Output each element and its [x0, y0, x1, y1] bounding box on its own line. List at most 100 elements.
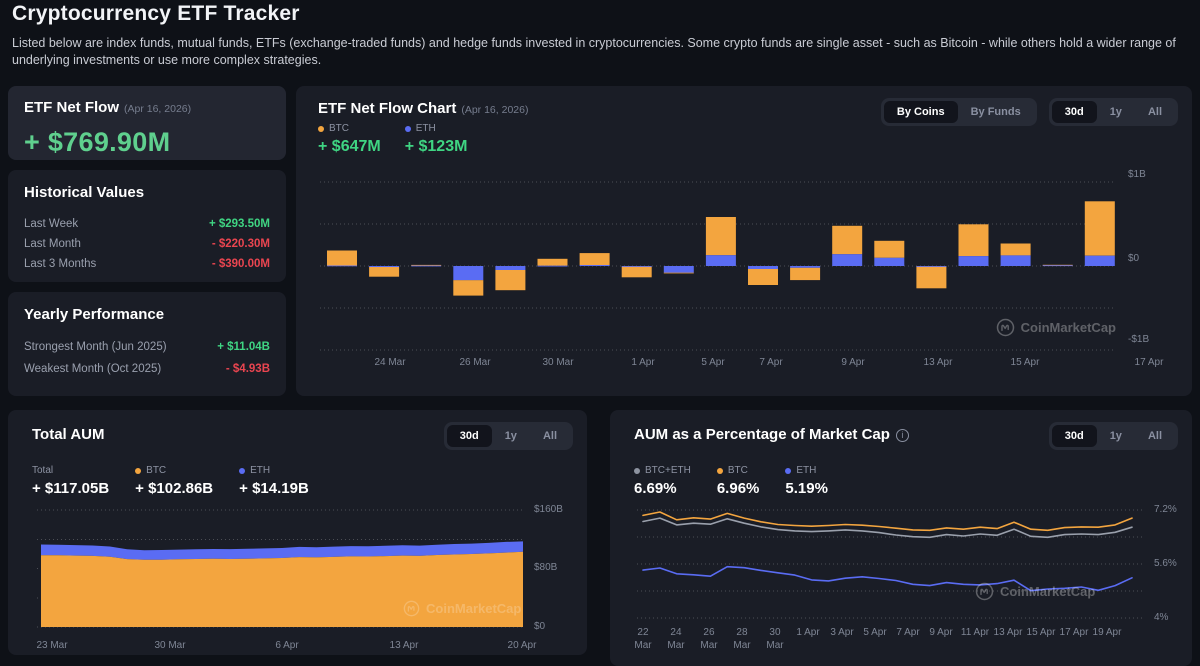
stat-value: - $220.30M [211, 238, 270, 250]
legend-label: ETH [415, 123, 436, 134]
stat-value: - $390.00M [211, 258, 270, 270]
x-tick-label: 24 Mar [374, 357, 406, 368]
total-aum-area-chart[interactable] [35, 505, 527, 632]
eth-bar-segment[interactable] [916, 266, 947, 267]
x-tick-label: 9 Apr [841, 357, 865, 368]
btc-line[interactable] [642, 511, 1133, 532]
eth-bar-segment[interactable] [748, 266, 778, 269]
range-1y-button[interactable]: 1y [1097, 101, 1135, 123]
x-tick-label: 19 Apr [1092, 627, 1122, 638]
btc-bar-segment[interactable] [832, 225, 863, 255]
eth-bar-segment[interactable] [453, 266, 484, 281]
eth-bar-segment[interactable] [958, 256, 989, 266]
legend-dot [318, 125, 324, 132]
x-tick-label: 9 Apr [929, 627, 953, 638]
btc-bar-segment[interactable] [1000, 243, 1031, 256]
net-flow-bar-chart[interactable] [318, 165, 1118, 357]
legend-label-row: ETH [404, 123, 468, 134]
yearly-performance-title: Yearly Performance [24, 306, 165, 323]
legend-item-btc[interactable]: BTC 6.96% [716, 465, 760, 497]
total-aum-toggles: 30d 1y All [443, 422, 573, 450]
eth-bar-segment[interactable] [369, 266, 400, 267]
eth-bar-segment[interactable] [705, 255, 736, 266]
aum-percentage-line-chart[interactable] [635, 505, 1147, 625]
y-tick-label: $0 [534, 621, 546, 632]
legend-item-eth[interactable]: ETH 5.19% [785, 465, 828, 497]
toggle-by-coins-button[interactable]: By Coins [883, 101, 958, 123]
range-30d-button[interactable]: 30d [1051, 101, 1097, 123]
btc-bar-segment[interactable] [453, 280, 484, 296]
eth-bar-segment[interactable] [621, 266, 652, 267]
eth-bar-segment[interactable] [663, 266, 694, 273]
eth-bar-segment[interactable] [790, 266, 821, 268]
legend-label-row: BTC [716, 465, 760, 476]
eth-bar-segment[interactable] [1084, 255, 1115, 266]
btc-bar-segment[interactable] [790, 267, 821, 281]
stat-row: Last Week + $293.50M [24, 214, 270, 234]
btc-bar-segment[interactable] [958, 224, 989, 257]
btc-bar-segment[interactable] [874, 240, 905, 258]
range-1y-button[interactable]: 1y [1097, 425, 1135, 447]
legend-label-row: ETH [239, 465, 309, 476]
eth-bar-segment[interactable] [495, 266, 526, 270]
btc-bar-segment[interactable] [327, 250, 357, 266]
y-tick-label: 5.6% [1154, 558, 1177, 569]
btc-bar-segment[interactable] [369, 267, 400, 277]
y-tick-label: 7.2% [1154, 504, 1177, 515]
net-flow-legend: BTC + $647M ETH + $123M [318, 123, 467, 156]
btc-area[interactable] [41, 551, 523, 627]
btc-bar-segment[interactable] [537, 258, 568, 266]
range-all-button[interactable]: All [530, 425, 570, 447]
x-tick-label: 30 Mar [766, 627, 784, 651]
eth-bar-segment[interactable] [832, 254, 863, 266]
legend-label: BTC [727, 465, 748, 476]
x-tick-label: 11 Apr [960, 627, 990, 638]
x-tick-label: 17 Apr [1059, 627, 1089, 638]
eth-bar-segment[interactable] [537, 265, 568, 267]
btc-bar-segment[interactable] [621, 266, 652, 278]
x-tick-label: 15 Apr [1010, 357, 1040, 368]
legend-dot [135, 467, 142, 474]
range-all-button[interactable]: All [1135, 101, 1175, 123]
btc-bar-segment[interactable] [748, 269, 778, 285]
btc-bar-segment[interactable] [663, 272, 694, 274]
eth-bar-segment[interactable] [327, 265, 357, 267]
eth-bar-segment[interactable] [411, 265, 442, 267]
range-all-button[interactable]: All [1135, 425, 1175, 447]
eth-bar-segment[interactable] [579, 265, 610, 266]
legend-item-btc[interactable]: BTC + $102.86B [135, 465, 213, 497]
btc-bar-segment[interactable] [579, 253, 610, 265]
info-icon[interactable]: i [895, 428, 909, 442]
x-tick-label: 23 Mar [36, 640, 68, 651]
eth-bar-segment[interactable] [1042, 265, 1073, 267]
btc-eth-line[interactable] [642, 517, 1133, 539]
btc-bar-segment[interactable] [495, 270, 526, 291]
legend-item-btc-eth[interactable]: BTC+ETH 6.69% [634, 465, 691, 497]
legend-item-btc[interactable]: BTC + $647M [318, 123, 381, 156]
x-tick-label: 28 Mar [733, 627, 751, 651]
btc-bar-segment[interactable] [916, 266, 947, 289]
legend-label: BTC [146, 465, 167, 476]
legend-dot [404, 125, 411, 132]
range-30d-button[interactable]: 30d [1051, 425, 1097, 447]
eth-area[interactable] [41, 541, 523, 560]
range-30d-button[interactable]: 30d [446, 425, 492, 447]
btc-bar-segment[interactable] [411, 264, 442, 266]
legend-item-total[interactable]: Total + $117.05B [32, 465, 109, 497]
toggle-by-funds-button[interactable]: By Funds [958, 101, 1034, 123]
legend-item-eth[interactable]: ETH + $14.19B [239, 465, 309, 497]
x-tick-label: 30 Mar [542, 357, 574, 368]
btc-bar-segment[interactable] [1042, 264, 1073, 266]
range-1y-button[interactable]: 1y [492, 425, 530, 447]
x-tick-label: 5 Apr [701, 357, 725, 368]
btc-bar-segment[interactable] [1084, 201, 1115, 256]
eth-bar-segment[interactable] [874, 257, 905, 266]
legend-label: BTC+ETH [645, 465, 691, 476]
legend-item-eth[interactable]: ETH + $123M [404, 123, 468, 156]
eth-line[interactable] [642, 565, 1133, 592]
net-flow-date: (Apr 16, 2026) [124, 103, 192, 115]
y-tick-label: $160B [534, 504, 563, 515]
eth-bar-segment[interactable] [1000, 255, 1031, 266]
pct-range-toggle-group: 30d 1y All [1048, 422, 1178, 450]
btc-bar-segment[interactable] [705, 217, 736, 256]
